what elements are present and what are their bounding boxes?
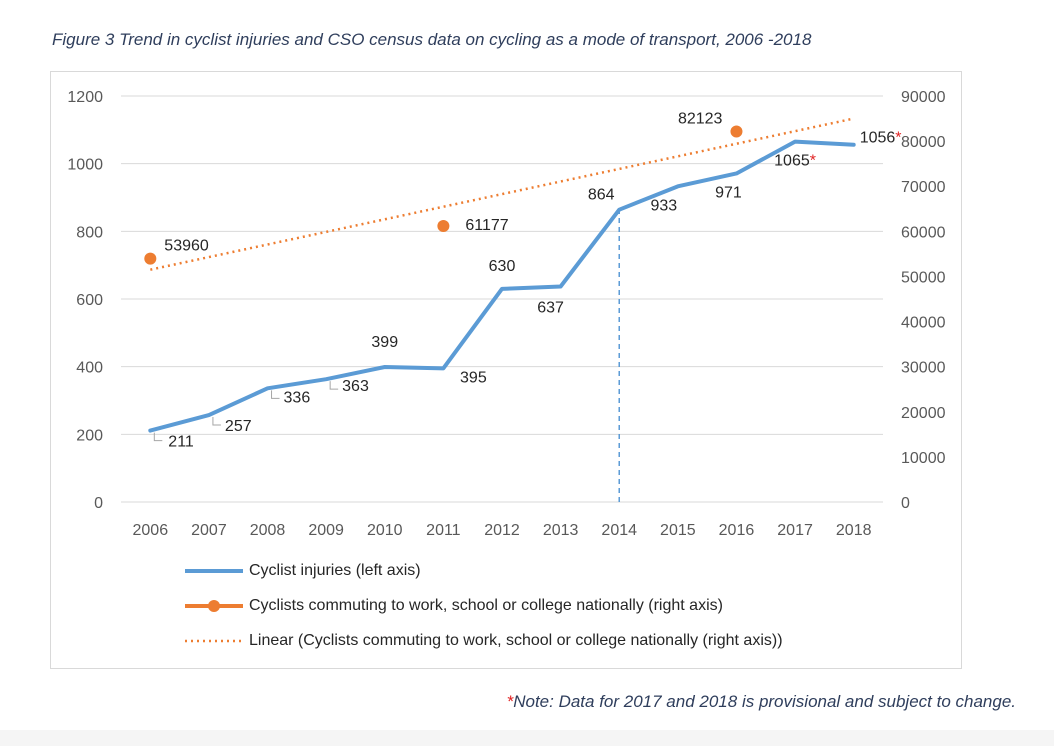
y-right-tick-label: 70000 bbox=[901, 179, 946, 196]
x-tick-label: 2016 bbox=[719, 522, 755, 539]
data-label-injuries: 211 bbox=[168, 434, 194, 451]
y-right-tick-label: 40000 bbox=[901, 315, 946, 332]
series-marker-commuting bbox=[144, 252, 157, 265]
footnote-text: Note: Data for 2017 and 2018 is provisio… bbox=[513, 692, 1016, 711]
data-label-commuting: 53960 bbox=[164, 238, 209, 255]
y-left-tick-label: 0 bbox=[94, 495, 103, 512]
figure-title: Figure 3 Trend in cyclist injuries and C… bbox=[52, 30, 812, 49]
data-label-injuries: 630 bbox=[489, 258, 516, 275]
trendline bbox=[150, 117, 854, 271]
data-label-injuries: 1065* bbox=[774, 153, 816, 170]
legend-item-trendline: Linear (Cyclists commuting to work, scho… bbox=[185, 631, 783, 651]
y-right-tick-label: 90000 bbox=[901, 89, 946, 106]
x-tick-label: 2014 bbox=[601, 522, 637, 539]
data-label-leader bbox=[329, 381, 339, 390]
x-tick-label: 2015 bbox=[660, 522, 696, 539]
data-label-injuries: 1056* bbox=[860, 130, 902, 147]
y-left-tick-label: 600 bbox=[76, 292, 103, 309]
x-tick-label: 2007 bbox=[191, 522, 227, 539]
legend-swatch-trendline bbox=[185, 631, 243, 651]
legend-item-injuries: Cyclist injuries (left axis) bbox=[185, 561, 421, 581]
chart-area: 0 200 400 600 800 1000 1200 0 10000 20000 30000 400… bbox=[50, 71, 962, 669]
x-tick-label: 2006 bbox=[133, 522, 169, 539]
data-label-injuries: 933 bbox=[650, 197, 677, 214]
x-tick-label: 2018 bbox=[836, 522, 872, 539]
legend-label-trendline: Linear (Cyclists commuting to work, scho… bbox=[249, 632, 783, 649]
legend-swatch-commuting bbox=[185, 596, 243, 616]
y-right-tick-label: 0 bbox=[901, 495, 910, 512]
legend-label-commuting: Cyclists commuting to work, school or co… bbox=[249, 597, 723, 614]
x-tick-label: 2012 bbox=[484, 522, 520, 539]
y-right-tick-label: 20000 bbox=[901, 405, 946, 422]
x-tick-label: 2013 bbox=[543, 522, 579, 539]
y-right-tick-label: 60000 bbox=[901, 224, 946, 241]
data-label-leader bbox=[271, 390, 280, 399]
y-left-tick-label: 400 bbox=[76, 360, 103, 377]
y-left-tick-label: 1000 bbox=[67, 157, 103, 174]
series-marker-commuting bbox=[437, 220, 450, 233]
chart-plot: 0 200 400 600 800 1000 1200 0 10000 20000 30000 400… bbox=[67, 89, 946, 539]
y-right-tick-label: 10000 bbox=[901, 450, 946, 467]
x-tick-label: 2011 bbox=[426, 522, 461, 539]
data-label-injuries: 971 bbox=[715, 184, 742, 201]
series-marker-commuting bbox=[730, 125, 743, 138]
data-label-injuries: 864 bbox=[588, 187, 615, 204]
data-label-leader bbox=[212, 417, 221, 426]
data-label-commuting: 61177 bbox=[465, 217, 508, 234]
y-right-tick-label: 30000 bbox=[901, 360, 946, 377]
x-tick-label: 2009 bbox=[308, 522, 344, 539]
legend-label-injuries: Cyclist injuries (left axis) bbox=[249, 562, 421, 579]
footnote: *Note: Data for 2017 and 2018 is provisi… bbox=[507, 692, 1016, 712]
x-tick-label: 2010 bbox=[367, 522, 403, 539]
data-label-injuries: 257 bbox=[225, 418, 252, 435]
data-label-injuries: 363 bbox=[342, 378, 369, 395]
y-left-tick-label: 200 bbox=[76, 427, 103, 444]
legend-item-commuting: Cyclists commuting to work, school or co… bbox=[185, 596, 723, 616]
data-label-injuries: 399 bbox=[371, 334, 398, 351]
data-label-leader bbox=[153, 432, 163, 442]
y-right-tick-label: 80000 bbox=[901, 134, 946, 151]
provisional-star: * bbox=[895, 130, 901, 147]
data-label-commuting: 82123 bbox=[678, 111, 723, 128]
y-right-tick-label: 50000 bbox=[901, 269, 946, 286]
data-label-injuries: 336 bbox=[284, 389, 311, 406]
x-tick-label: 2008 bbox=[250, 522, 286, 539]
series-line-injuries bbox=[148, 139, 856, 433]
data-label-injuries: 637 bbox=[537, 299, 564, 316]
legend-swatch-injuries bbox=[185, 561, 243, 581]
y-left-tick-label: 800 bbox=[76, 224, 103, 241]
x-tick-label: 2017 bbox=[777, 522, 813, 539]
provisional-star: * bbox=[810, 153, 816, 170]
bottom-strip bbox=[0, 730, 1054, 746]
data-label-injuries: 395 bbox=[460, 369, 487, 386]
footnote-star: * bbox=[506, 692, 514, 711]
y-left-tick-label: 1200 bbox=[67, 89, 103, 106]
